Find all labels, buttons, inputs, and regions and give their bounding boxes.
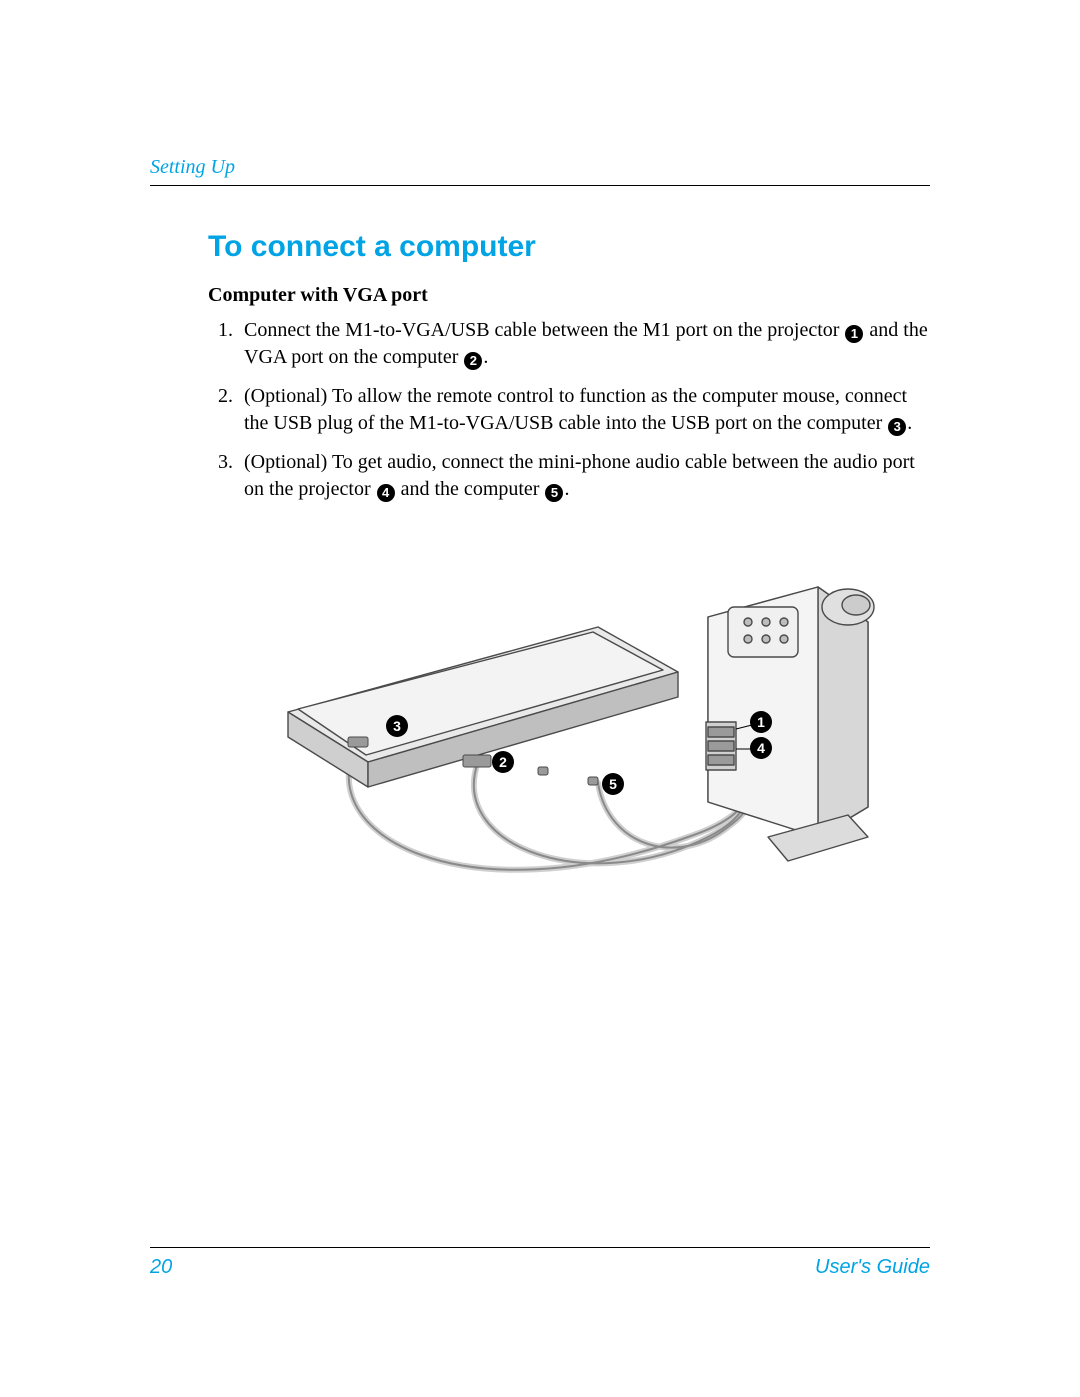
rule-bottom bbox=[150, 1247, 930, 1248]
inline-callout-icon: 1 bbox=[845, 325, 863, 343]
step-text: and the computer bbox=[396, 478, 545, 500]
list-item: (Optional) To get audio, connect the min… bbox=[238, 449, 930, 503]
connection-diagram-icon bbox=[208, 537, 928, 957]
section-title: To connect a computer bbox=[208, 230, 930, 264]
running-head: Setting Up bbox=[150, 156, 930, 179]
step-text: (Optional) To get audio, connect the min… bbox=[244, 451, 915, 500]
page-number: 20 bbox=[150, 1256, 172, 1279]
page: Setting Up To connect a computer Compute… bbox=[0, 0, 1080, 1397]
figure-callout: 3 bbox=[386, 715, 408, 737]
footer: 20 User's Guide bbox=[150, 1247, 930, 1279]
step-text: Connect the M1-to-VGA/USB cable between … bbox=[244, 319, 844, 341]
doc-title: User's Guide bbox=[815, 1256, 930, 1279]
figure-callout: 1 bbox=[750, 711, 772, 733]
figure-callout: 2 bbox=[492, 751, 514, 773]
section-subhead: Computer with VGA port bbox=[208, 284, 930, 307]
inline-callout-icon: 3 bbox=[888, 418, 906, 436]
figure-callout: 4 bbox=[750, 737, 772, 759]
step-text: . bbox=[907, 412, 912, 434]
inline-callout-icon: 5 bbox=[545, 484, 563, 502]
inline-callout-icon: 4 bbox=[377, 484, 395, 502]
step-text: (Optional) To allow the remote control t… bbox=[244, 385, 907, 434]
step-list: Connect the M1-to-VGA/USB cable between … bbox=[208, 317, 930, 503]
step-text: . bbox=[564, 478, 569, 500]
list-item: (Optional) To allow the remote control t… bbox=[238, 383, 930, 437]
figure-callout: 5 bbox=[602, 773, 624, 795]
figure: 1 4 3 2 5 bbox=[208, 537, 928, 957]
rule-top bbox=[150, 185, 930, 186]
step-text: . bbox=[483, 346, 488, 368]
inline-callout-icon: 2 bbox=[464, 352, 482, 370]
list-item: Connect the M1-to-VGA/USB cable between … bbox=[238, 317, 930, 371]
